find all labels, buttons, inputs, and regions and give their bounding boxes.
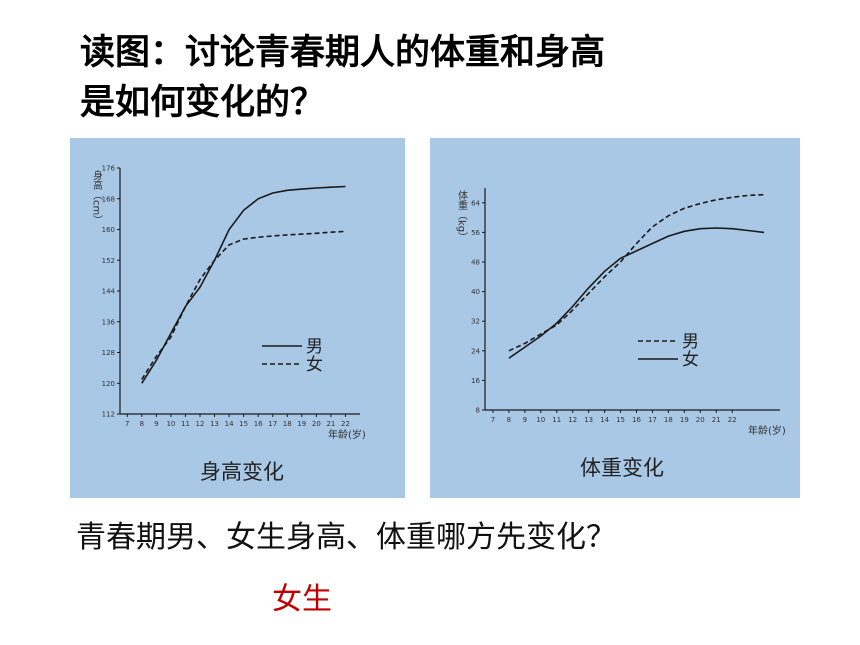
- question-text: 青春期男、女生身高、体重哪方先变化？: [76, 520, 616, 555]
- weight-x-tick-label: 16: [632, 416, 641, 424]
- height-x-tick-label: 11: [181, 420, 190, 428]
- weight-x-tick-label: 14: [600, 416, 609, 424]
- weight-chart-panel: 8 16 24 32 40 48 56 64 7 8 9 10 11 12 13 14 15 16 17 18 19 20…: [430, 138, 800, 498]
- weight-x-tick-label: 18: [664, 416, 673, 424]
- height-x-tick-label: 10: [166, 420, 175, 428]
- weight-series-line-male: [508, 193, 765, 352]
- weight-x-tick-label: 19: [680, 416, 689, 424]
- height-x-tick-label: 12: [196, 420, 205, 428]
- weight-x-tick-label: 20: [696, 416, 705, 424]
- height-chart: 112 120 128 136 144 152 160 168 176 7 8 9 10 11 12 13 14…: [91, 165, 366, 442]
- weight-y-tick-label: 32: [471, 318, 480, 326]
- height-y-tick-label: 168: [102, 195, 115, 203]
- weight-y-tick-label: 48: [471, 259, 480, 267]
- weight-legend-label: 女: [682, 350, 699, 370]
- weight-x-tick-label: 8: [507, 416, 511, 424]
- height-x-tick-label: 22: [341, 420, 350, 428]
- weight-x-tick-label: 9: [523, 416, 527, 424]
- height-x-tick-label: 13: [210, 420, 219, 428]
- weight-x-tick-label: 7: [491, 416, 495, 424]
- height-y-tick-label: 120: [102, 380, 115, 388]
- weight-x-tick-label: 21: [712, 416, 721, 424]
- weight-y-axis-label: 体重（kg）: [456, 190, 468, 242]
- height-y-tick-label: 144: [102, 288, 116, 296]
- height-series-line-male: [141, 185, 346, 384]
- height-y-axis-label: 身高（cm）: [91, 169, 103, 225]
- height-legend-label: 女: [306, 355, 323, 375]
- height-y-tick-label: 176: [102, 165, 116, 173]
- height-y-tick-label: 160: [102, 226, 115, 234]
- weight-y-tick-label: 16: [471, 377, 480, 385]
- height-y-tick-label: 136: [102, 318, 116, 326]
- weight-y-tick-label: 56: [471, 229, 480, 237]
- height-x-tick-label: 7: [125, 420, 129, 428]
- height-x-tick-label: 18: [283, 420, 292, 428]
- weight-y-tick-label: 8: [476, 407, 480, 415]
- height-x-tick-label: 20: [312, 420, 321, 428]
- weight-x-tick-label: 11: [552, 416, 561, 424]
- height-x-tick-label: 16: [254, 420, 263, 428]
- height-x-tick-label: 14: [225, 420, 234, 428]
- weight-x-tick-label: 13: [584, 416, 593, 424]
- weight-x-axis-label: 年龄(岁): [748, 424, 786, 437]
- height-y-tick-label: 152: [102, 257, 115, 265]
- weight-x-tick-label: 15: [616, 416, 625, 424]
- weight-series-line-female: [508, 227, 765, 359]
- height-x-tick-label: 19: [297, 420, 306, 428]
- height-chart-panel: 112 120 128 136 144 152 160 168 176 7 8 9 10 11 12 13 14…: [70, 138, 405, 498]
- weight-y-tick-label: 24: [471, 347, 480, 355]
- title-line-2: 是如何变化的？: [80, 83, 326, 123]
- page-title: 读图：讨论青春期人的体重和身高 是如何变化的？: [80, 28, 800, 128]
- weight-x-tick-label: 12: [568, 416, 577, 424]
- height-x-axis-label: 年龄(岁): [328, 428, 366, 441]
- height-x-tick-label: 17: [268, 420, 277, 428]
- height-y-tick-label: 112: [102, 411, 115, 419]
- weight-x-tick-label: 10: [536, 416, 545, 424]
- weight-chart: 8 16 24 32 40 48 56 64 7 8 9 10 11 12 13 14 15 16 17 18 19 20…: [456, 188, 786, 437]
- height-x-tick-label: 15: [239, 420, 248, 428]
- height-x-tick-label: 21: [326, 420, 335, 428]
- answer-text: 女生: [272, 582, 332, 617]
- height-x-tick-label: 8: [140, 420, 144, 428]
- weight-x-tick-label: 22: [728, 416, 737, 424]
- weight-chart-caption: 体重变化: [580, 456, 664, 480]
- weight-y-tick-label: 64: [471, 199, 480, 207]
- weight-y-tick-label: 40: [471, 288, 480, 296]
- title-line-1: 读图：讨论青春期人的体重和身高: [80, 33, 606, 73]
- height-y-tick-label: 128: [102, 349, 115, 357]
- height-legend-label: 男: [306, 337, 323, 357]
- weight-legend-label: 男: [682, 332, 699, 352]
- height-x-tick-label: 9: [154, 420, 158, 428]
- height-chart-caption: 身高变化: [200, 460, 284, 484]
- weight-x-tick-label: 17: [648, 416, 657, 424]
- height-series-line-female: [141, 230, 346, 380]
